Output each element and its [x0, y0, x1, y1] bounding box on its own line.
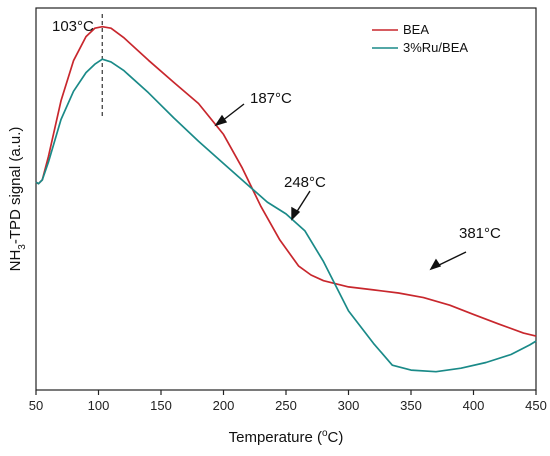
arrow-187-head [214, 114, 228, 127]
annotation-381: 381°C [459, 225, 501, 242]
x-tick-label-50: 50 [29, 398, 43, 413]
series-line-bea [35, 25, 537, 337]
plot-frame [35, 7, 537, 391]
annotation-arrows [214, 103, 467, 271]
arrow-381 [436, 251, 467, 267]
arrow-248-head [291, 206, 301, 221]
arrow-381-head [429, 258, 442, 271]
x-tick-label-350: 350 [400, 398, 422, 413]
x-tick-label-450: 450 [525, 398, 547, 413]
arrow-187 [221, 103, 245, 122]
annotation-248: 248°C [284, 174, 326, 191]
legend-label-ru: 3%Ru/BEA [403, 40, 468, 55]
legend: BEA 3%Ru/BEA [372, 22, 468, 55]
x-tick-label-200: 200 [213, 398, 235, 413]
annotation-187: 187°C [250, 90, 292, 107]
x-tick-label-150: 150 [150, 398, 172, 413]
x-tick-label-300: 300 [338, 398, 360, 413]
series-group [35, 25, 537, 373]
y-axis-title: NH3-TPD signal (a.u.) [7, 127, 28, 272]
x-ticks: 50 100 150 200 250 300 350 400 450 [29, 390, 547, 413]
series-line-ru-bea [35, 58, 537, 373]
legend-label-bea: BEA [403, 22, 429, 37]
arrow-248 [295, 190, 311, 214]
x-tick-label-400: 400 [463, 398, 485, 413]
x-axis-title: Temperature (oC) [229, 428, 344, 446]
annotation-103: 103°C [52, 18, 94, 35]
x-tick-label-250: 250 [275, 398, 297, 413]
x-tick-label-100: 100 [88, 398, 110, 413]
